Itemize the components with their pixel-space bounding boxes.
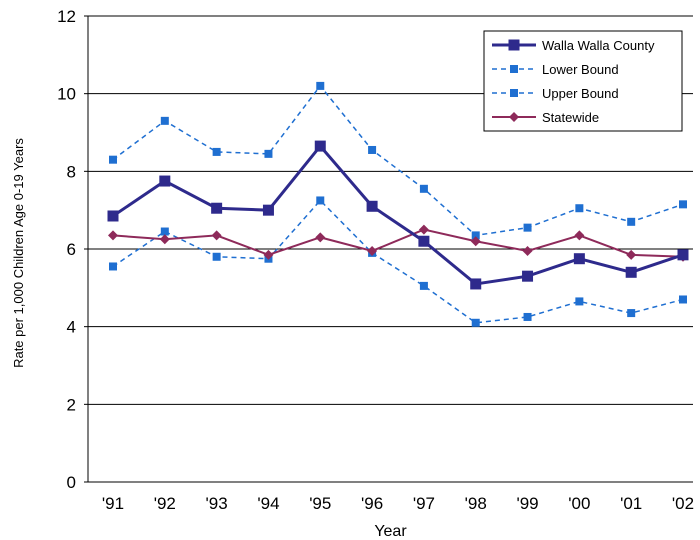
point-2-9 bbox=[575, 204, 584, 213]
legend-item-2: Upper Bound bbox=[492, 86, 619, 101]
point-2-5 bbox=[368, 145, 377, 154]
point-0-5 bbox=[366, 200, 378, 212]
x-tick-label-4: '95 bbox=[309, 494, 331, 513]
x-tick-label-1: '92 bbox=[154, 494, 176, 513]
x-tick-label-7: '98 bbox=[465, 494, 487, 513]
point-3-8 bbox=[522, 245, 533, 256]
point-2-4 bbox=[316, 81, 325, 90]
point-0-7 bbox=[470, 278, 482, 290]
x-tick-label-11: '02 bbox=[672, 494, 694, 513]
legend-swatch-marker-2 bbox=[510, 89, 518, 97]
point-2-3 bbox=[264, 149, 273, 158]
point-3-2 bbox=[211, 230, 222, 241]
y-tick-label-3: 6 bbox=[67, 240, 76, 259]
x-tick-label-9: '00 bbox=[568, 494, 590, 513]
series-line-3 bbox=[112, 228, 684, 258]
y-tick-label-5: 10 bbox=[57, 85, 76, 104]
point-2-2 bbox=[212, 147, 221, 156]
point-3-5 bbox=[367, 245, 378, 256]
point-1-11 bbox=[679, 295, 687, 304]
point-0-4 bbox=[314, 140, 326, 152]
y-tick-label-6: 12 bbox=[57, 7, 76, 26]
point-1-2 bbox=[212, 252, 221, 261]
y-tick-label-0: 0 bbox=[67, 473, 76, 492]
legend-swatch-marker-3 bbox=[509, 112, 519, 122]
series-line-2 bbox=[112, 84, 684, 237]
point-1-1 bbox=[160, 227, 169, 236]
legend-item-0: Walla Walla County bbox=[492, 38, 655, 53]
point-3-4 bbox=[315, 232, 326, 243]
point-0-1 bbox=[159, 175, 171, 187]
gridlines bbox=[88, 15, 693, 405]
series-2 bbox=[109, 81, 687, 240]
series-3 bbox=[108, 224, 688, 262]
series-0 bbox=[107, 140, 689, 290]
y-axis-label: Rate per 1,000 Children Age 0-19 Years bbox=[11, 138, 26, 368]
y-tick-label-1: 2 bbox=[67, 395, 76, 414]
point-2-8 bbox=[523, 223, 532, 232]
x-tick-label-2: '93 bbox=[206, 494, 228, 513]
point-0-2 bbox=[211, 202, 223, 214]
point-0-11 bbox=[677, 249, 689, 261]
point-3-6 bbox=[418, 224, 429, 235]
point-2-10 bbox=[627, 217, 636, 226]
point-0-0 bbox=[107, 210, 119, 222]
x-tick-label-10: '01 bbox=[620, 494, 642, 513]
point-3-0 bbox=[108, 230, 118, 241]
legend-item-1: Lower Bound bbox=[492, 62, 619, 77]
point-0-3 bbox=[262, 204, 274, 216]
legend-label-2: Upper Bound bbox=[542, 86, 619, 101]
point-0-10 bbox=[625, 266, 637, 278]
point-2-6 bbox=[419, 184, 428, 193]
legend-label-1: Lower Bound bbox=[542, 62, 619, 77]
point-3-7 bbox=[470, 236, 481, 247]
x-tick-label-3: '94 bbox=[257, 494, 279, 513]
legend-label-3: Statewide bbox=[542, 110, 599, 125]
legend-label-0: Walla Walla County bbox=[542, 38, 655, 53]
legend-swatch-marker-1 bbox=[510, 65, 518, 73]
point-2-0 bbox=[109, 155, 117, 164]
point-1-9 bbox=[575, 297, 584, 306]
x-axis-label: Year bbox=[374, 523, 407, 540]
x-tick-label-5: '96 bbox=[361, 494, 383, 513]
point-1-6 bbox=[419, 281, 428, 290]
point-3-10 bbox=[626, 249, 637, 260]
x-tick-label-8: '99 bbox=[516, 494, 538, 513]
x-tick-label-6: '97 bbox=[413, 494, 435, 513]
y-tick-label-2: 4 bbox=[67, 318, 76, 337]
point-1-8 bbox=[523, 312, 532, 321]
legend: Walla Walla County Lower Bound Upper Bound… bbox=[483, 30, 683, 132]
legend-swatch-marker-0 bbox=[508, 39, 520, 51]
legend-item-3: Statewide bbox=[492, 110, 599, 125]
point-3-9 bbox=[574, 230, 585, 241]
point-1-4 bbox=[316, 196, 325, 205]
series-group bbox=[107, 81, 689, 327]
point-0-9 bbox=[573, 253, 585, 265]
series-line-1 bbox=[112, 199, 684, 324]
point-1-0 bbox=[109, 262, 117, 271]
point-2-7 bbox=[471, 231, 480, 240]
point-3-1 bbox=[159, 234, 170, 245]
point-0-8 bbox=[522, 270, 534, 282]
series-1 bbox=[109, 196, 687, 327]
axes bbox=[84, 15, 693, 483]
point-3-3 bbox=[263, 249, 274, 260]
y-tick-labels: 0 2 4 6 8 10 12 bbox=[57, 7, 76, 492]
x-tick-labels: '91 '92 '93 '94 '95 '96 '97 '98 '99 '00 '01 '02 bbox=[102, 494, 694, 513]
point-0-6 bbox=[418, 235, 430, 247]
point-2-11 bbox=[679, 200, 687, 209]
series-line-0 bbox=[112, 143, 684, 286]
point-1-10 bbox=[627, 309, 636, 318]
y-tick-label-4: 8 bbox=[67, 162, 76, 181]
point-1-7 bbox=[471, 318, 480, 327]
x-tick-label-0: '91 bbox=[102, 494, 124, 513]
point-2-1 bbox=[160, 116, 169, 125]
